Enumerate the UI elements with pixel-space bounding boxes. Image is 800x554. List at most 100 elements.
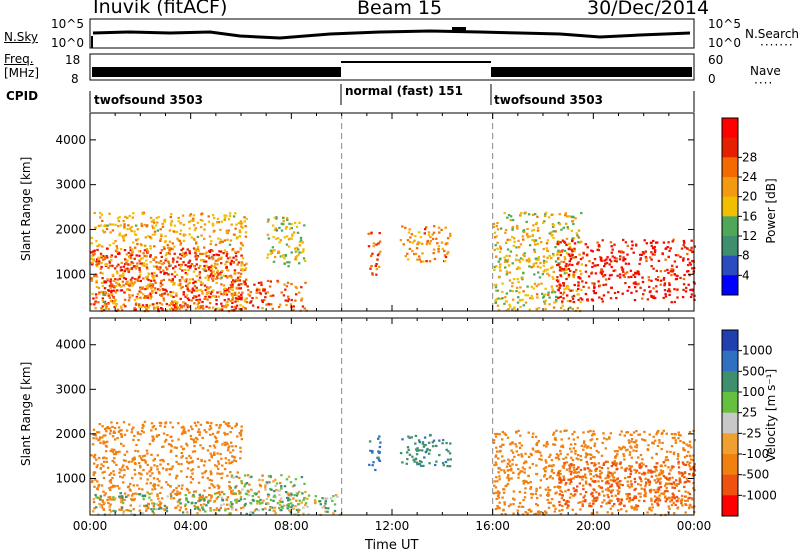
colorbar-tick-label: 500 — [742, 364, 765, 378]
data-cell — [518, 502, 522, 505]
data-cell — [619, 462, 622, 465]
data-cell — [240, 293, 243, 296]
data-cell — [228, 462, 231, 465]
data-cell — [90, 454, 93, 457]
data-cell — [165, 290, 168, 293]
data-cell — [160, 307, 163, 310]
data-cell — [279, 255, 282, 258]
data-cell — [99, 505, 102, 509]
data-cell — [235, 278, 238, 281]
data-cell — [326, 497, 329, 500]
data-cell — [555, 279, 559, 282]
data-cell — [290, 227, 293, 230]
data-cell — [590, 462, 593, 465]
data-cell — [613, 450, 617, 453]
freq-tick-low: 8 — [71, 72, 79, 86]
data-cell — [112, 453, 116, 456]
data-cell — [511, 227, 514, 230]
data-cell — [295, 508, 299, 511]
data-cell — [565, 252, 569, 255]
data-cell — [209, 470, 212, 473]
data-cell — [656, 490, 660, 493]
data-cell — [689, 458, 693, 461]
data-cell — [575, 471, 578, 474]
data-cell — [505, 465, 509, 468]
data-cell — [152, 512, 156, 515]
data-cell — [626, 271, 629, 274]
data-cell — [112, 242, 115, 245]
data-cell — [266, 256, 269, 259]
data-cell — [562, 282, 566, 285]
data-cell — [138, 487, 141, 490]
data-cell — [102, 255, 105, 258]
data-cell — [537, 307, 541, 310]
data-cell — [414, 252, 418, 255]
data-cell — [266, 220, 270, 223]
data-cell — [146, 251, 149, 254]
data-cell — [211, 294, 215, 298]
data-cell — [494, 432, 497, 436]
data-cell — [617, 499, 620, 502]
data-cell — [204, 470, 208, 473]
data-cell — [117, 251, 121, 254]
data-cell — [151, 291, 154, 294]
data-cell — [180, 487, 183, 490]
data-cell — [149, 236, 152, 239]
data-cell — [131, 276, 134, 279]
colorbar-swatch — [722, 118, 738, 139]
data-cell — [143, 254, 146, 258]
data-cell — [102, 503, 105, 506]
data-cell — [516, 301, 520, 304]
data-cell — [95, 506, 98, 509]
data-cell — [663, 269, 667, 272]
data-cell — [127, 263, 130, 266]
data-cell — [616, 484, 619, 487]
data-cell — [302, 257, 306, 260]
data-cell — [125, 509, 128, 512]
data-cell — [131, 477, 134, 480]
data-cell — [535, 489, 538, 493]
data-cell — [247, 490, 250, 493]
data-cell — [561, 509, 564, 512]
data-cell — [198, 433, 201, 436]
data-cell — [164, 309, 168, 312]
data-cell — [600, 471, 603, 474]
data-cell — [222, 252, 225, 255]
data-cell — [552, 504, 555, 507]
data-cell — [691, 267, 694, 270]
data-cell — [535, 512, 538, 515]
data-cell — [593, 286, 596, 289]
data-cell — [534, 435, 538, 438]
data-cell — [539, 479, 543, 482]
data-cell — [188, 252, 191, 255]
data-cell — [261, 474, 264, 477]
data-cell — [594, 480, 597, 483]
data-cell — [210, 495, 213, 498]
data-cell — [553, 486, 556, 489]
data-cell — [321, 497, 324, 500]
data-cell — [152, 307, 156, 310]
data-cell — [554, 507, 557, 510]
data-cell — [644, 250, 647, 253]
data-cell — [244, 483, 247, 486]
data-cell — [669, 482, 672, 485]
data-cell — [101, 500, 105, 503]
data-cell — [181, 455, 184, 458]
data-cell — [133, 456, 136, 459]
data-cell — [324, 507, 327, 510]
data-cell — [131, 248, 134, 251]
data-cell — [127, 283, 130, 286]
data-cell — [121, 496, 124, 499]
data-cell — [646, 298, 650, 301]
data-cell — [103, 428, 107, 431]
data-cell — [123, 291, 126, 294]
data-cell — [580, 444, 583, 447]
data-cell — [273, 228, 277, 232]
data-cell — [205, 255, 208, 258]
data-cell — [118, 450, 121, 453]
data-cell — [378, 451, 381, 454]
data-cell — [510, 449, 513, 452]
data-cell — [679, 481, 682, 484]
data-cell — [653, 250, 657, 254]
